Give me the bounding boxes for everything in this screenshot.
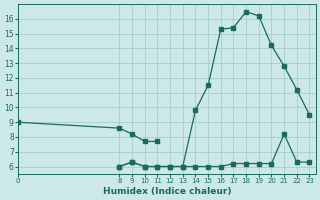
X-axis label: Humidex (Indice chaleur): Humidex (Indice chaleur) (103, 187, 231, 196)
